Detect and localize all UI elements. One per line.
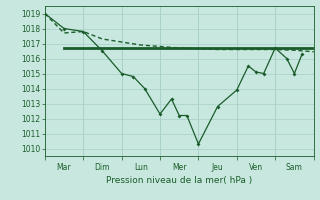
X-axis label: Pression niveau de la mer( hPa ): Pression niveau de la mer( hPa ) bbox=[106, 176, 252, 185]
Text: Ven: Ven bbox=[249, 164, 263, 172]
Text: Mer: Mer bbox=[172, 164, 187, 172]
Text: Jeu: Jeu bbox=[212, 164, 223, 172]
Text: Mar: Mar bbox=[57, 164, 71, 172]
Text: Lun: Lun bbox=[134, 164, 148, 172]
Text: Dim: Dim bbox=[95, 164, 110, 172]
Text: Sam: Sam bbox=[286, 164, 303, 172]
